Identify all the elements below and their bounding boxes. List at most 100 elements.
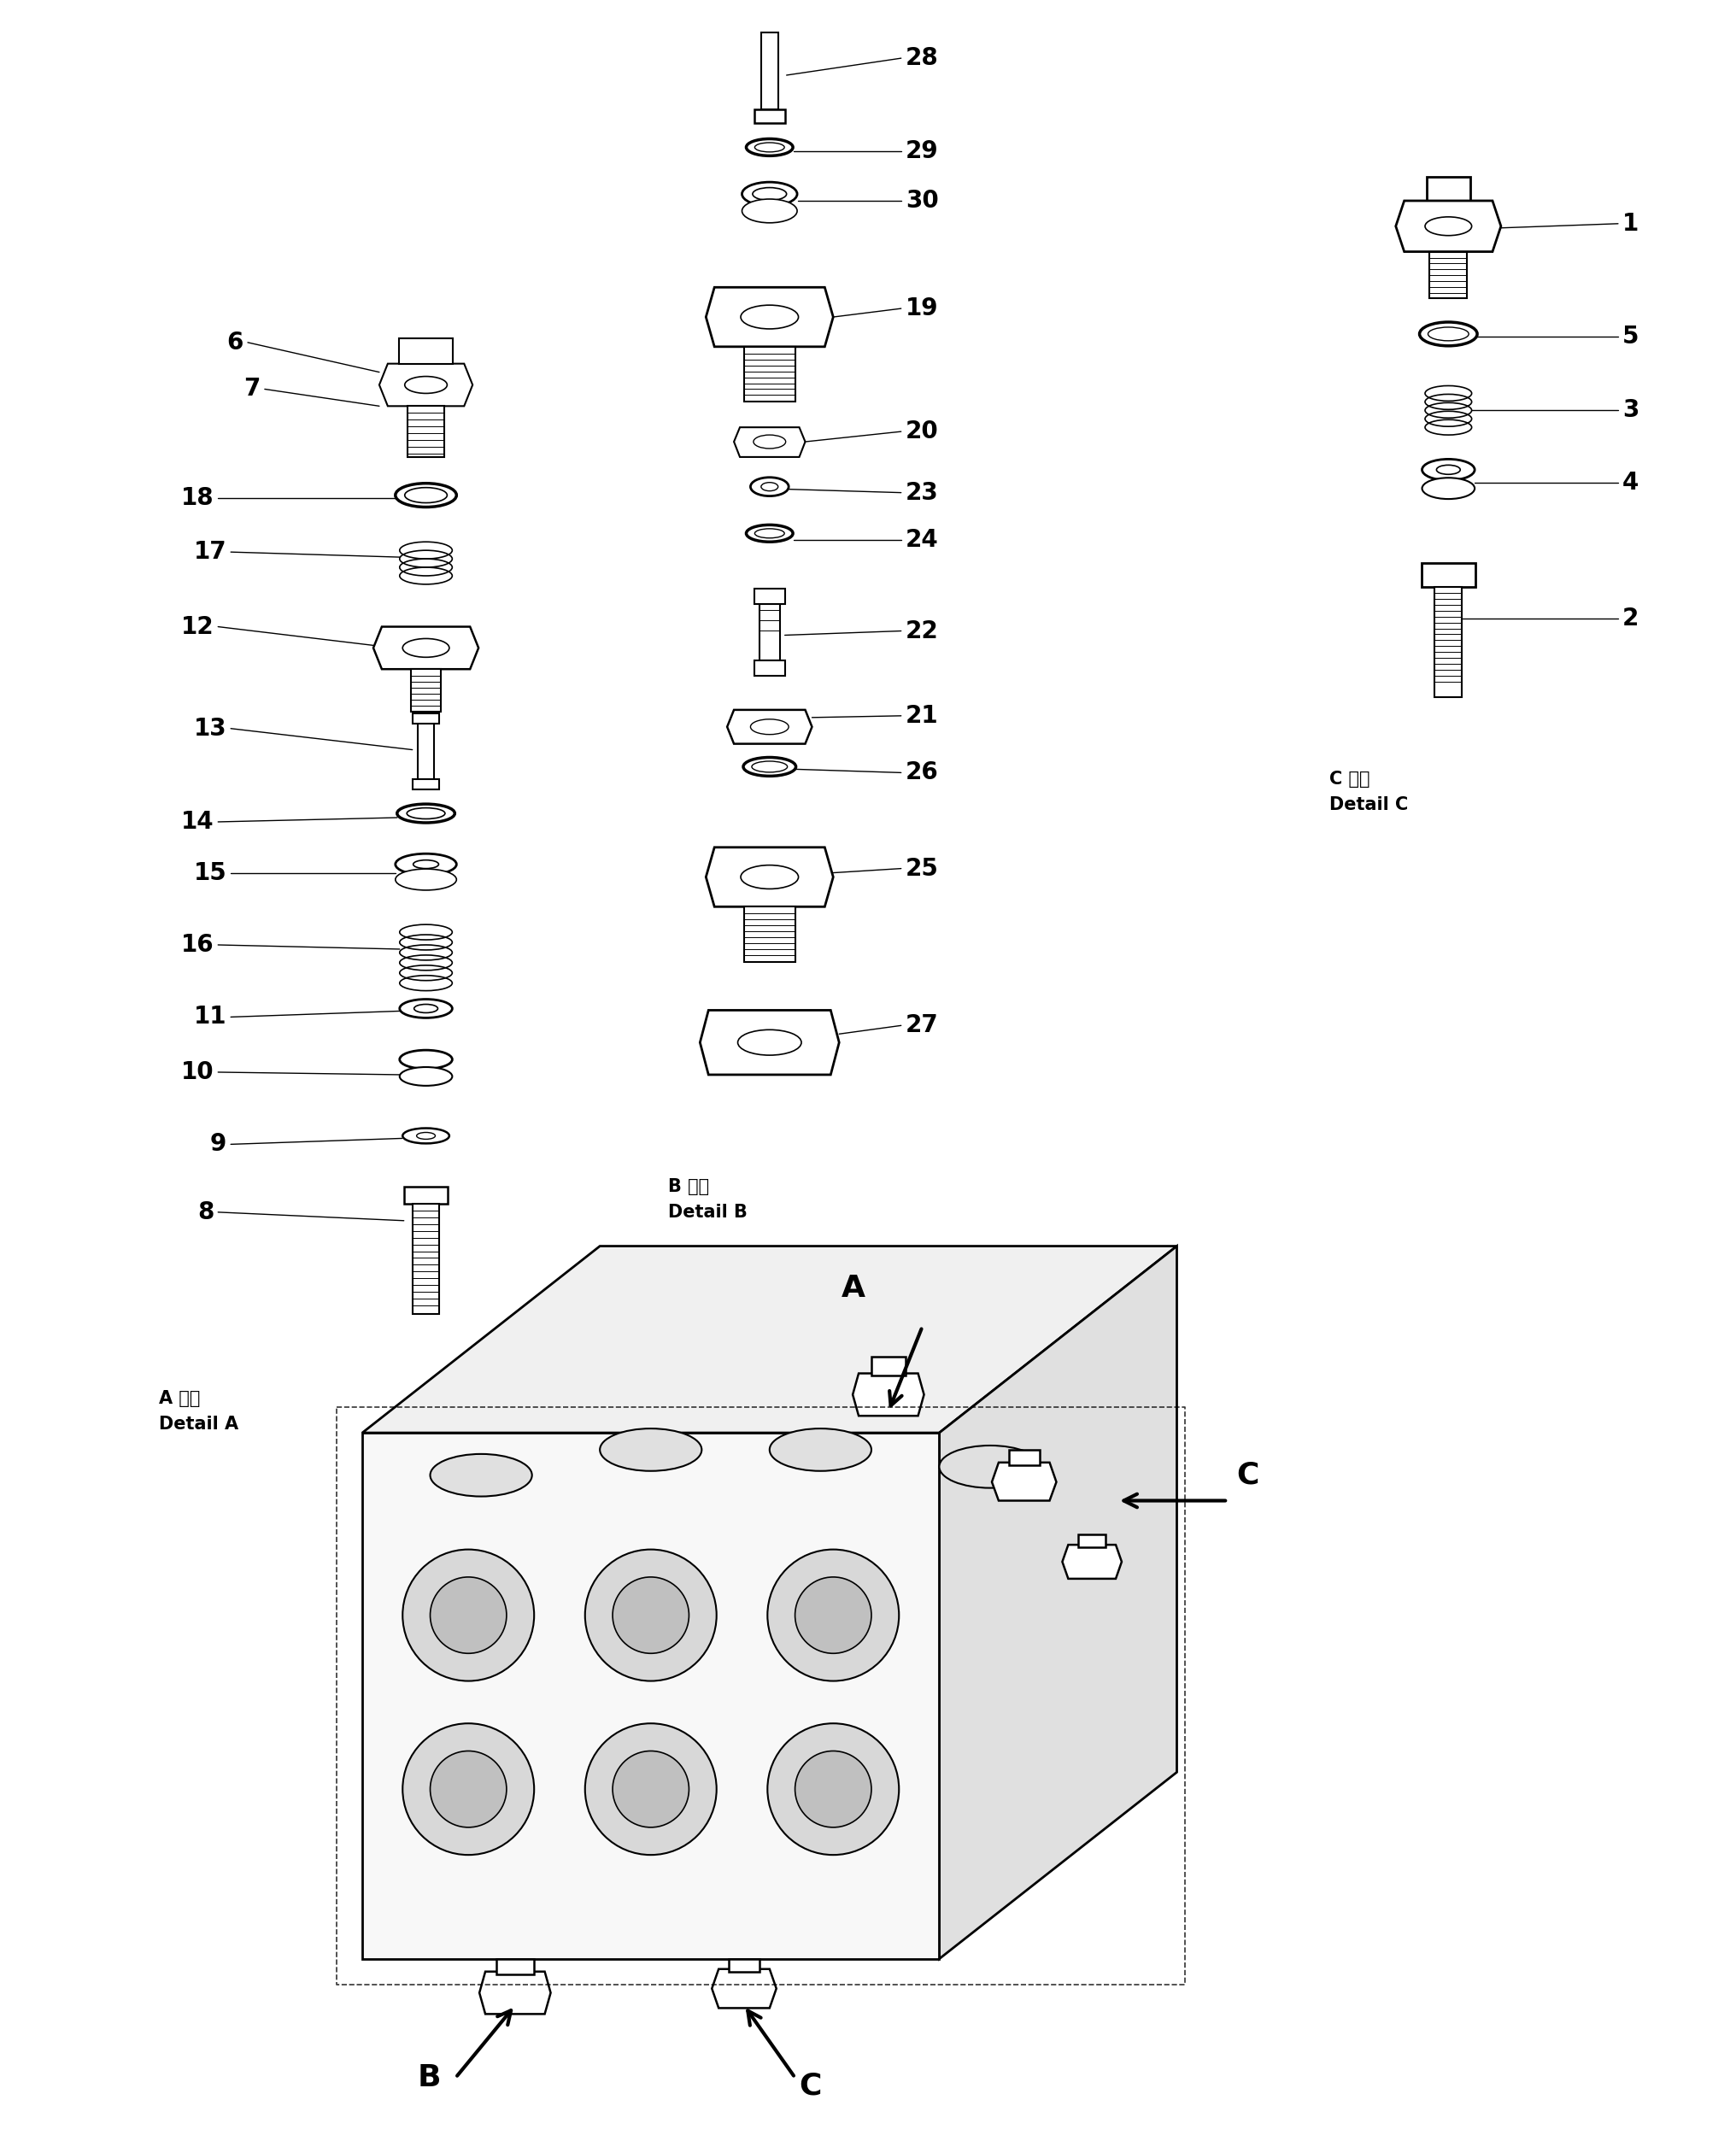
Ellipse shape (738, 1029, 802, 1055)
Text: 4: 4 (1623, 470, 1639, 495)
Polygon shape (373, 628, 479, 668)
Text: 11: 11 (194, 1006, 226, 1029)
Text: 15: 15 (193, 860, 226, 884)
Text: B 詳細
Detail B: B 詳細 Detail B (668, 1179, 746, 1221)
Text: 3: 3 (1623, 399, 1639, 423)
Text: 16: 16 (181, 933, 214, 956)
Text: 10: 10 (181, 1061, 214, 1085)
Ellipse shape (1420, 322, 1477, 346)
Bar (413, 1204, 439, 1313)
Ellipse shape (1429, 327, 1469, 342)
Polygon shape (991, 1462, 1057, 1501)
Text: 14: 14 (181, 809, 214, 835)
Ellipse shape (741, 305, 799, 329)
Text: 25: 25 (906, 856, 939, 880)
Bar (1427, 177, 1470, 201)
Text: A 詳細
Detail A: A 詳細 Detail A (158, 1390, 238, 1433)
Ellipse shape (1422, 478, 1474, 500)
Polygon shape (939, 1247, 1177, 1958)
Bar (408, 406, 444, 457)
Polygon shape (712, 1968, 776, 2009)
Bar (1422, 564, 1476, 587)
Text: C: C (1236, 1460, 1259, 1490)
Ellipse shape (398, 805, 455, 822)
Ellipse shape (753, 188, 786, 201)
Bar (871, 1356, 906, 1375)
Ellipse shape (613, 1578, 689, 1652)
Polygon shape (1062, 1546, 1121, 1578)
Bar (745, 346, 795, 401)
Bar (760, 32, 778, 109)
Polygon shape (734, 427, 806, 457)
Text: 6: 6 (227, 331, 243, 354)
Bar (413, 713, 439, 724)
Polygon shape (852, 1373, 924, 1416)
Text: 13: 13 (193, 717, 226, 741)
Ellipse shape (746, 139, 793, 156)
Text: 26: 26 (906, 760, 939, 784)
Ellipse shape (399, 999, 453, 1018)
Text: B: B (417, 2062, 441, 2092)
Ellipse shape (404, 376, 448, 393)
Ellipse shape (795, 1751, 871, 1828)
Text: 24: 24 (906, 527, 939, 553)
Bar (729, 1958, 759, 1971)
Bar (745, 907, 795, 963)
Polygon shape (378, 363, 472, 406)
Ellipse shape (743, 758, 795, 775)
Ellipse shape (431, 1578, 507, 1652)
Text: C: C (799, 2071, 821, 2101)
Ellipse shape (750, 719, 788, 734)
Ellipse shape (601, 1428, 701, 1471)
Text: 12: 12 (181, 615, 214, 638)
Text: 23: 23 (906, 480, 939, 504)
Ellipse shape (413, 860, 439, 869)
Text: 21: 21 (906, 705, 939, 728)
Text: A: A (842, 1275, 866, 1302)
Text: 17: 17 (193, 540, 226, 564)
Polygon shape (1396, 201, 1502, 252)
Ellipse shape (585, 1550, 717, 1680)
Ellipse shape (417, 1132, 436, 1140)
Ellipse shape (406, 807, 444, 820)
Ellipse shape (753, 436, 786, 448)
Ellipse shape (760, 483, 778, 491)
Text: 8: 8 (198, 1200, 214, 1223)
Bar (411, 668, 441, 711)
Polygon shape (707, 848, 833, 907)
Polygon shape (479, 1971, 550, 2013)
Text: 30: 30 (906, 188, 939, 214)
Ellipse shape (585, 1723, 717, 1855)
Ellipse shape (752, 762, 788, 773)
Text: 1: 1 (1623, 211, 1639, 235)
Ellipse shape (415, 1003, 437, 1012)
Bar (399, 337, 453, 363)
Ellipse shape (755, 143, 785, 152)
Ellipse shape (431, 1751, 507, 1828)
Ellipse shape (1425, 218, 1472, 235)
Polygon shape (700, 1010, 838, 1074)
Text: 27: 27 (906, 1014, 939, 1038)
Polygon shape (727, 709, 812, 743)
Bar (417, 719, 434, 779)
Bar (1078, 1535, 1106, 1548)
Ellipse shape (741, 865, 799, 888)
Bar (1434, 587, 1462, 698)
Ellipse shape (403, 638, 450, 658)
Polygon shape (363, 1433, 939, 1958)
Bar (759, 602, 779, 660)
Text: 29: 29 (906, 139, 939, 164)
Ellipse shape (403, 1127, 450, 1144)
Bar (1430, 252, 1467, 299)
Bar (496, 1958, 533, 1975)
Bar (755, 660, 785, 677)
Text: 20: 20 (906, 421, 939, 444)
Ellipse shape (403, 1550, 535, 1680)
Ellipse shape (750, 478, 788, 495)
Ellipse shape (431, 1454, 531, 1497)
Polygon shape (707, 288, 833, 346)
Ellipse shape (939, 1445, 1042, 1488)
Text: 2: 2 (1623, 606, 1639, 630)
Ellipse shape (399, 1050, 453, 1070)
Text: 19: 19 (906, 297, 937, 320)
